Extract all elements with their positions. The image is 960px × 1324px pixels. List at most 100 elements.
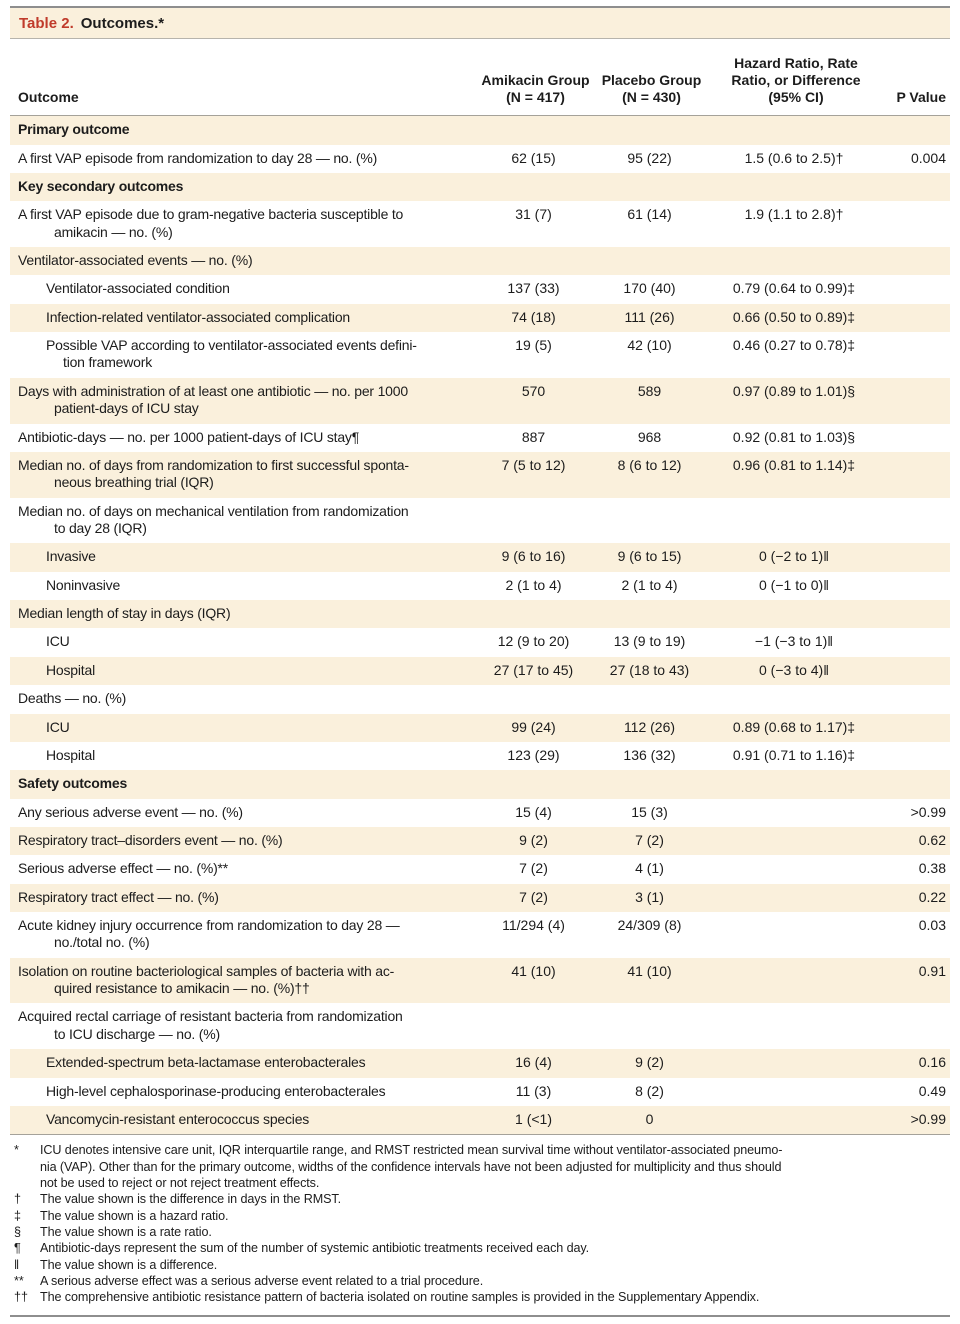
ratio-value [710, 799, 882, 827]
outcome-label: Days with administration of at least one… [10, 377, 478, 424]
amikacin-value: 887 [521, 428, 546, 445]
p-value [882, 303, 950, 333]
outcome-row: Hospital 123 (29) 136 (32) 0.91 (0.71 to 1.… [10, 742, 950, 770]
footnote-text: The value shown is a difference. [40, 1257, 218, 1272]
p-value [882, 247, 950, 276]
ratio-value: 0 (−1 to 0)‖ [759, 576, 829, 593]
outcome-row: Vancomycin-resistant enterococcus specie… [10, 1105, 950, 1135]
outcome-label: Key secondary outcomes [10, 172, 478, 202]
p-value: 0.004 [910, 149, 946, 166]
ratio-value [710, 912, 882, 958]
p-value [882, 628, 950, 656]
footnote-symbol: † [14, 1192, 22, 1207]
footnotes: * ICU denotes intensive care unit, IQR in… [10, 1134, 950, 1306]
ratio-value [710, 770, 882, 799]
placebo-value: 9 (6 to 15) [593, 543, 710, 572]
table-caption: Outcomes.* [80, 15, 165, 32]
amikacin-value: 137 (33) [507, 280, 560, 297]
placebo-value: 15 (3) [631, 803, 668, 820]
outcome-label: Deaths — no. (%) [18, 690, 127, 707]
p-value [882, 451, 950, 498]
outcome-label: Possible VAP according to ventilator-ass… [46, 337, 417, 371]
table-number: Table 2. [19, 15, 74, 32]
ratio-value [710, 172, 882, 202]
column-header-amikacin-group: Amikacin Group (N = 417) [481, 72, 590, 106]
outcome-row: Median length of stay in days (IQR) [10, 600, 950, 629]
p-value [882, 600, 950, 629]
ratio-value [710, 498, 882, 544]
section-header-row: Primary outcome [10, 115, 950, 145]
outcome-row: Noninvasive 2 (1 to 4) 2 (1 to 4) 0 (−1 to … [10, 572, 950, 600]
footnote: * ICU denotes intensive care unit, IQR in… [14, 1142, 948, 1191]
footnote: †† The comprehensive antibiotic resistanc… [14, 1289, 948, 1305]
amikacin-value: 41 (10) [478, 957, 593, 1004]
p-value: 0.62 [882, 826, 950, 856]
footnote-text: ICU denotes intensive care unit, IQR int… [40, 1143, 783, 1190]
outcome-label: Isolation on routine bacteriological sam… [10, 957, 478, 1004]
p-value: >0.99 [882, 1105, 950, 1135]
outcome-label: Respiratory tract effect — no. (%) [10, 883, 478, 913]
placebo-value: 61 (14) [627, 206, 672, 223]
ratio-value [710, 685, 882, 713]
placebo-value: 8 (2) [635, 1082, 664, 1099]
p-value: 0.16 [882, 1049, 950, 1078]
amikacin-value: 31 (7) [515, 206, 552, 223]
outcomes-table: Outcome Amikacin Group (N = 417) Placebo… [10, 39, 950, 1135]
p-value [882, 543, 950, 572]
footnote-text: The value shown is a rate ratio. [40, 1225, 212, 1240]
outcome-row: Invasive 9 (6 to 16) 9 (6 to 15) 0 (−2 to 1… [10, 543, 950, 572]
placebo-value: 968 [637, 428, 662, 445]
placebo-value [593, 1003, 710, 1049]
placebo-value: 170 (40) [623, 280, 676, 297]
outcome-label: Antibiotic-days — no. per 1000 patient-d… [18, 428, 360, 445]
outcome-label: High-level cephalosporinase-producing en… [46, 1082, 386, 1099]
outcome-label: Invasive [10, 543, 478, 572]
outcomes-table-body: Primary outcome A first VAP episode from … [10, 115, 950, 1135]
ratio-value [710, 883, 882, 913]
placebo-value: 41 (10) [593, 957, 710, 1004]
column-header-placebo-group: Placebo Group (N = 430) [601, 72, 702, 106]
footnote-symbol: ‡ [14, 1208, 22, 1223]
ratio-value: 0 (−3 to 4)‖ [710, 656, 882, 686]
top-rule [10, 6, 950, 8]
placebo-value: 8 (6 to 12) [593, 451, 710, 498]
placebo-value [593, 770, 710, 799]
outcome-label: Ventilator-associated events — no. (%) [10, 247, 478, 276]
outcome-label: Extended-spectrum beta-lactamase enterob… [10, 1049, 478, 1078]
outcome-label: ICU [46, 633, 70, 650]
outcome-label: Ventilator-associated condition [46, 280, 230, 297]
amikacin-value: 27 (17 to 45) [478, 656, 593, 686]
ratio-value: 0.97 (0.89 to 1.01)§ [710, 377, 882, 424]
amikacin-value: 15 (4) [515, 803, 552, 820]
placebo-value: 27 (18 to 43) [593, 656, 710, 686]
footnote: † The value shown is the difference in da… [14, 1191, 948, 1207]
outcome-row: Extended-spectrum beta-lactamase enterob… [10, 1049, 950, 1078]
ratio-value [710, 600, 882, 629]
outcome-label: Safety outcomes [10, 770, 478, 799]
ratio-value: 1.9 (1.1 to 2.8)† [744, 206, 844, 223]
amikacin-value [478, 115, 593, 145]
p-value [882, 770, 950, 799]
ratio-value: 0.91 (0.71 to 1.16)‡ [732, 746, 856, 763]
footnote-symbol: § [14, 1225, 22, 1240]
amikacin-value: 62 (15) [511, 149, 556, 166]
section-header-row: Safety outcomes [10, 770, 950, 799]
p-value: 0.22 [882, 883, 950, 913]
ratio-value: 0.96 (0.81 to 1.14)‡ [710, 451, 882, 498]
placebo-value: 2 (1 to 4) [621, 576, 678, 593]
outcome-row: High-level cephalosporinase-producing en… [10, 1078, 950, 1106]
amikacin-value: 9 (2) [478, 826, 593, 856]
outcome-label: Hospital [46, 746, 95, 763]
amikacin-value: 123 (29) [507, 746, 560, 763]
p-value [882, 713, 950, 742]
outcome-row: Hospital 27 (17 to 45) 27 (18 to 43) 0 (−3 … [10, 656, 950, 686]
p-value [882, 656, 950, 686]
placebo-value [593, 247, 710, 276]
amikacin-value [478, 770, 593, 799]
footnote-text: The comprehensive antibiotic resistance … [40, 1290, 760, 1305]
p-value [882, 172, 950, 202]
placebo-value: 13 (9 to 19) [613, 633, 686, 650]
outcome-row: Acute kidney injury occurrence from rand… [10, 912, 950, 958]
footnote-symbol: ¶ [14, 1241, 21, 1256]
p-value: 0.03 [918, 917, 946, 934]
